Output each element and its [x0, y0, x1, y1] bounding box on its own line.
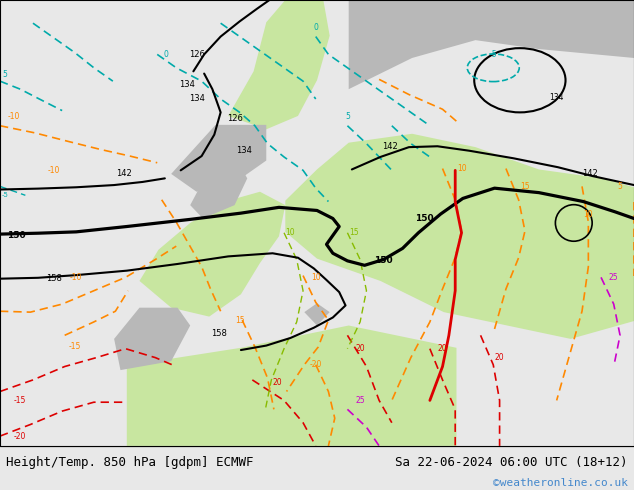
Text: 134: 134: [179, 80, 195, 89]
Text: 134: 134: [236, 146, 252, 155]
Text: -5: -5: [2, 192, 8, 198]
Text: 20: 20: [355, 344, 365, 353]
Text: 10: 10: [583, 210, 593, 220]
Text: -10: -10: [8, 112, 20, 122]
Text: 134: 134: [550, 93, 564, 102]
Text: -20: -20: [14, 432, 27, 441]
Polygon shape: [228, 0, 330, 129]
Text: -10: -10: [48, 166, 60, 175]
Text: -15: -15: [68, 343, 81, 351]
Text: 20: 20: [495, 353, 505, 362]
Text: 5: 5: [345, 112, 350, 122]
Polygon shape: [171, 125, 266, 192]
Text: 5: 5: [618, 182, 623, 191]
Text: 10: 10: [285, 228, 295, 237]
Text: 150: 150: [415, 214, 434, 223]
Text: 142: 142: [582, 170, 597, 178]
Text: ©weatheronline.co.uk: ©weatheronline.co.uk: [493, 478, 628, 489]
Text: 150: 150: [6, 231, 25, 240]
Text: 126: 126: [226, 114, 243, 122]
Polygon shape: [139, 192, 285, 317]
Text: 158: 158: [46, 274, 62, 283]
Text: -5: -5: [489, 50, 497, 59]
Text: 20: 20: [273, 378, 283, 387]
Text: 10: 10: [311, 273, 321, 282]
Polygon shape: [349, 0, 634, 89]
Polygon shape: [285, 134, 634, 339]
Polygon shape: [127, 325, 456, 446]
Text: 25: 25: [609, 273, 619, 282]
Text: 10: 10: [456, 164, 467, 173]
Text: 20: 20: [437, 344, 448, 353]
Text: 142: 142: [116, 170, 131, 178]
Text: 150: 150: [374, 256, 393, 266]
Polygon shape: [190, 156, 247, 219]
Text: 25: 25: [355, 396, 365, 405]
Text: Sa 22-06-2024 06:00 UTC (18+12): Sa 22-06-2024 06:00 UTC (18+12): [395, 456, 628, 469]
Text: 134: 134: [188, 94, 205, 102]
Text: Height/Temp. 850 hPa [gdpm] ECMWF: Height/Temp. 850 hPa [gdpm] ECMWF: [6, 456, 254, 469]
Text: 158: 158: [210, 329, 227, 338]
Text: -15: -15: [14, 396, 27, 405]
Text: 126: 126: [188, 50, 205, 59]
Text: 15: 15: [235, 316, 245, 325]
Text: 15: 15: [349, 228, 359, 237]
Text: 0: 0: [164, 50, 169, 59]
Polygon shape: [114, 308, 190, 370]
Polygon shape: [304, 303, 330, 325]
Text: 142: 142: [382, 142, 398, 151]
Text: -20: -20: [309, 360, 322, 369]
Text: 5: 5: [3, 71, 8, 79]
Text: -10: -10: [70, 273, 82, 282]
Text: 0: 0: [313, 23, 318, 32]
Text: 15: 15: [520, 182, 530, 191]
